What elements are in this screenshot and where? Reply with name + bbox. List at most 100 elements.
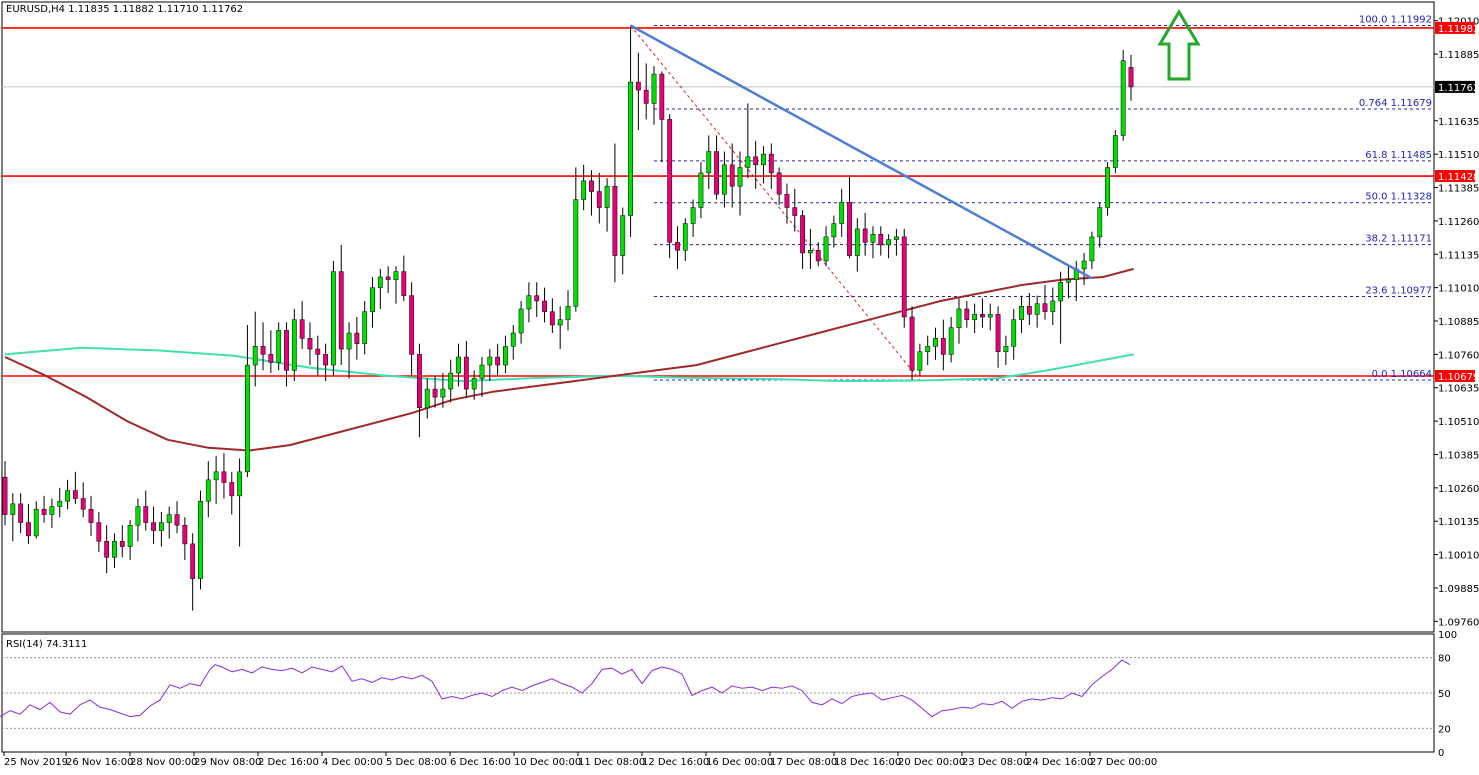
candle-body bbox=[862, 228, 868, 243]
candle-body bbox=[221, 471, 227, 483]
candle-body bbox=[987, 314, 993, 318]
candle-body bbox=[323, 354, 328, 366]
x-tick-label: 12 Dec 16:00 bbox=[642, 757, 709, 768]
candle-body bbox=[784, 193, 790, 208]
candle-body bbox=[2, 476, 8, 515]
candle-body bbox=[291, 319, 297, 371]
y-tick-label: 1.11510 bbox=[1438, 150, 1479, 161]
candle-body bbox=[1019, 306, 1024, 320]
candle-body bbox=[424, 388, 430, 409]
candle-body bbox=[495, 356, 501, 366]
x-tick-label: 23 Dec 08:00 bbox=[962, 757, 1029, 768]
candle-body bbox=[894, 236, 899, 240]
candle-body bbox=[10, 503, 16, 515]
candle-body bbox=[1066, 279, 1071, 283]
candle-body bbox=[417, 354, 422, 409]
candle-body bbox=[721, 164, 727, 195]
rsi-tick-label: 20 bbox=[1438, 724, 1451, 735]
candle-body bbox=[432, 388, 438, 398]
candle-body bbox=[761, 153, 766, 166]
x-tick-label: 2 Dec 16:00 bbox=[258, 757, 319, 768]
candle-body bbox=[1003, 346, 1009, 352]
candle-body bbox=[1026, 306, 1032, 315]
candle-body bbox=[870, 233, 876, 243]
ma-short-line bbox=[4, 267, 1134, 452]
candle-body bbox=[1105, 167, 1110, 208]
y-tick-label: 1.10385 bbox=[1438, 450, 1479, 461]
candle-body bbox=[72, 490, 78, 499]
candle-body bbox=[315, 348, 321, 355]
candle-body bbox=[800, 215, 805, 254]
x-tick-label: 18 Dec 16:00 bbox=[834, 757, 901, 768]
candle-body bbox=[518, 308, 524, 334]
candle-body bbox=[909, 316, 915, 371]
candle-body bbox=[651, 73, 657, 104]
candle-body bbox=[377, 276, 383, 288]
candle-body bbox=[409, 295, 415, 355]
candle-body bbox=[659, 73, 665, 120]
candle-body bbox=[276, 330, 282, 363]
current-price-tag bbox=[1435, 80, 1475, 93]
candle-body bbox=[260, 346, 266, 355]
candle-body bbox=[252, 346, 258, 366]
y-tick-label: 1.10010 bbox=[1438, 551, 1479, 562]
level-price-tag-text: 1.11983 bbox=[1438, 24, 1479, 35]
candle-body bbox=[370, 287, 375, 312]
candle-body bbox=[88, 508, 94, 523]
y-tick-label: 1.11010 bbox=[1438, 284, 1479, 295]
candle-body bbox=[463, 356, 469, 390]
fib-diagonal bbox=[630, 25, 921, 381]
y-tick-label: 1.10635 bbox=[1438, 384, 1479, 395]
x-tick-label: 28 Nov 00:00 bbox=[130, 757, 197, 768]
fib-level-label: 61.8 1.11485 bbox=[1365, 150, 1432, 161]
candle-body bbox=[854, 228, 860, 256]
candle-body bbox=[190, 543, 196, 579]
candle-body bbox=[925, 346, 931, 352]
rsi-header: RSI(14) 74.3111 bbox=[6, 639, 87, 650]
candle-body bbox=[956, 308, 962, 328]
candle-body bbox=[1058, 282, 1064, 302]
candle-body bbox=[151, 522, 156, 531]
candle-body bbox=[338, 271, 344, 350]
up-arrow-icon bbox=[1157, 9, 1201, 81]
y-tick-label: 1.09885 bbox=[1438, 584, 1479, 595]
candle-body bbox=[1128, 67, 1134, 88]
candle-body bbox=[299, 319, 305, 339]
candle-body bbox=[26, 522, 31, 537]
candle-body bbox=[745, 156, 751, 168]
candle-body bbox=[917, 351, 923, 371]
candle-body bbox=[331, 271, 336, 366]
y-tick-label: 1.11260 bbox=[1438, 217, 1479, 228]
candle-body bbox=[706, 151, 712, 174]
candle-body bbox=[284, 330, 289, 371]
candle-body bbox=[690, 207, 696, 224]
candle-body bbox=[307, 338, 313, 350]
candle-body bbox=[41, 508, 47, 515]
x-tick-label: 5 Dec 08:00 bbox=[386, 757, 447, 768]
candle-body bbox=[612, 185, 618, 256]
candle-body bbox=[1097, 207, 1103, 238]
y-tick-label: 1.11385 bbox=[1438, 184, 1479, 195]
candle-body bbox=[549, 311, 555, 326]
candle-body bbox=[479, 364, 485, 379]
y-tick-label: 1.10510 bbox=[1438, 417, 1479, 428]
candle-body bbox=[510, 332, 516, 347]
level-price-tag bbox=[1435, 170, 1475, 183]
y-tick-label: 1.11135 bbox=[1438, 250, 1479, 261]
candle-body bbox=[119, 540, 125, 547]
candle-body bbox=[589, 180, 594, 192]
candle-body bbox=[166, 514, 172, 523]
candle-body bbox=[401, 271, 407, 296]
y-tick-label: 1.11885 bbox=[1438, 50, 1479, 61]
y-tick-label: 1.10260 bbox=[1438, 484, 1479, 495]
candle-body bbox=[808, 250, 813, 254]
candle-body bbox=[268, 354, 274, 363]
x-tick-label: 4 Dec 00:00 bbox=[322, 757, 383, 768]
candle-body bbox=[471, 378, 477, 390]
symbol-label: EURUSD,H4 bbox=[6, 4, 66, 15]
candle-body bbox=[635, 81, 641, 91]
candle-body bbox=[573, 199, 579, 307]
candle-body bbox=[815, 250, 821, 262]
rsi-tick-label: 100 bbox=[1438, 630, 1457, 641]
candle-body bbox=[182, 524, 188, 545]
